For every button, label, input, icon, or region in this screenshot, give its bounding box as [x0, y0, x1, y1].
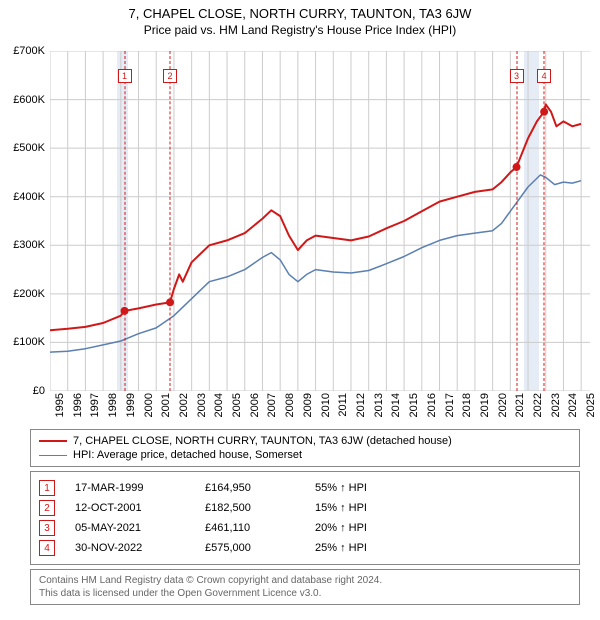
legend-swatch	[39, 455, 67, 456]
chart-container: 7, CHAPEL CLOSE, NORTH CURRY, TAUNTON, T…	[0, 0, 600, 605]
event-vline	[544, 51, 545, 391]
event-row: 1 17-MAR-1999 £164,950 55% ↑ HPI	[39, 478, 571, 498]
event-date: 17-MAR-1999	[75, 482, 185, 494]
event-date: 30-NOV-2022	[75, 542, 185, 554]
event-vline	[170, 51, 171, 391]
x-tick-label: 2017	[444, 393, 456, 423]
x-tick-label: 2016	[426, 393, 438, 423]
x-tick-label: 2004	[213, 393, 225, 423]
x-tick-label: 1999	[125, 393, 137, 423]
event-marker: 4	[537, 69, 551, 83]
x-tick-label: 2011	[337, 393, 349, 423]
x-tick-label: 2003	[196, 393, 208, 423]
y-tick-label: £100K	[13, 336, 45, 348]
event-vline	[516, 51, 517, 391]
event-number-box: 3	[39, 520, 55, 536]
event-price: £575,000	[205, 542, 295, 554]
x-tick-label: 2015	[408, 393, 420, 423]
legend: 7, CHAPEL CLOSE, NORTH CURRY, TAUNTON, T…	[30, 429, 580, 467]
event-hpi-diff: 20% ↑ HPI	[315, 522, 571, 534]
plot-svg	[50, 51, 590, 391]
event-price: £461,110	[205, 522, 295, 534]
x-tick-label: 2005	[231, 393, 243, 423]
x-tick-label: 1996	[72, 393, 84, 423]
attribution-line-1: Contains HM Land Registry data © Crown c…	[39, 574, 571, 587]
event-marker: 1	[118, 69, 132, 83]
chart-title: 7, CHAPEL CLOSE, NORTH CURRY, TAUNTON, T…	[0, 0, 600, 21]
event-hpi-diff: 25% ↑ HPI	[315, 542, 571, 554]
x-tick-label: 2001	[160, 393, 172, 423]
x-tick-label: 1995	[54, 393, 66, 423]
x-tick-label: 2010	[320, 393, 332, 423]
event-number-box: 2	[39, 500, 55, 516]
event-price: £164,950	[205, 482, 295, 494]
event-number-box: 1	[39, 480, 55, 496]
x-tick-label: 2007	[266, 393, 278, 423]
x-tick-label: 2020	[497, 393, 509, 423]
x-tick-label: 1998	[107, 393, 119, 423]
event-marker: 3	[510, 69, 524, 83]
x-tick-label: 2000	[143, 393, 155, 423]
events-table: 1 17-MAR-1999 £164,950 55% ↑ HPI 2 12-OCT-200…	[30, 471, 580, 565]
event-hpi-diff: 55% ↑ HPI	[315, 482, 571, 494]
legend-swatch	[39, 440, 67, 442]
event-vline	[124, 51, 125, 391]
x-tick-label: 2008	[284, 393, 296, 423]
y-tick-label: £0	[33, 385, 45, 397]
x-tick-label: 2021	[514, 393, 526, 423]
y-tick-label: £500K	[13, 142, 45, 154]
x-tick-label: 2013	[373, 393, 385, 423]
event-date: 05-MAY-2021	[75, 522, 185, 534]
chart-area: 1 2 34 £0 £100K £200K £300K £400K £500K £600K £700…	[0, 41, 600, 421]
y-tick-label: £200K	[13, 288, 45, 300]
y-tick-label: £300K	[13, 239, 45, 251]
legend-label: 7, CHAPEL CLOSE, NORTH CURRY, TAUNTON, T…	[73, 435, 452, 447]
attribution-line-2: This data is licensed under the Open Gov…	[39, 587, 571, 600]
x-tick-label: 2019	[479, 393, 491, 423]
x-tick-label: 2025	[585, 393, 597, 423]
event-hpi-diff: 15% ↑ HPI	[315, 502, 571, 514]
attribution: Contains HM Land Registry data © Crown c…	[30, 569, 580, 605]
event-row: 2 12-OCT-2001 £182,500 15% ↑ HPI	[39, 498, 571, 518]
x-tick-label: 2012	[355, 393, 367, 423]
event-price: £182,500	[205, 502, 295, 514]
x-tick-label: 2018	[461, 393, 473, 423]
legend-item: HPI: Average price, detached house, Some…	[39, 448, 571, 462]
x-tick-label: 2002	[178, 393, 190, 423]
y-tick-label: £600K	[13, 94, 45, 106]
legend-label: HPI: Average price, detached house, Some…	[73, 449, 302, 461]
event-row: 3 05-MAY-2021 £461,110 20% ↑ HPI	[39, 518, 571, 538]
event-number-box: 4	[39, 540, 55, 556]
y-tick-label: £400K	[13, 191, 45, 203]
event-marker: 2	[163, 69, 177, 83]
x-tick-label: 2022	[532, 393, 544, 423]
y-tick-label: £700K	[13, 45, 45, 57]
event-date: 12-OCT-2001	[75, 502, 185, 514]
legend-item: 7, CHAPEL CLOSE, NORTH CURRY, TAUNTON, T…	[39, 434, 571, 448]
x-tick-label: 2009	[302, 393, 314, 423]
x-tick-label: 2023	[550, 393, 562, 423]
event-row: 4 30-NOV-2022 £575,000 25% ↑ HPI	[39, 538, 571, 558]
x-tick-label: 2024	[567, 393, 579, 423]
x-tick-label: 2014	[390, 393, 402, 423]
x-tick-label: 2006	[249, 393, 261, 423]
x-tick-label: 1997	[89, 393, 101, 423]
chart-subtitle: Price paid vs. HM Land Registry's House …	[0, 21, 600, 41]
